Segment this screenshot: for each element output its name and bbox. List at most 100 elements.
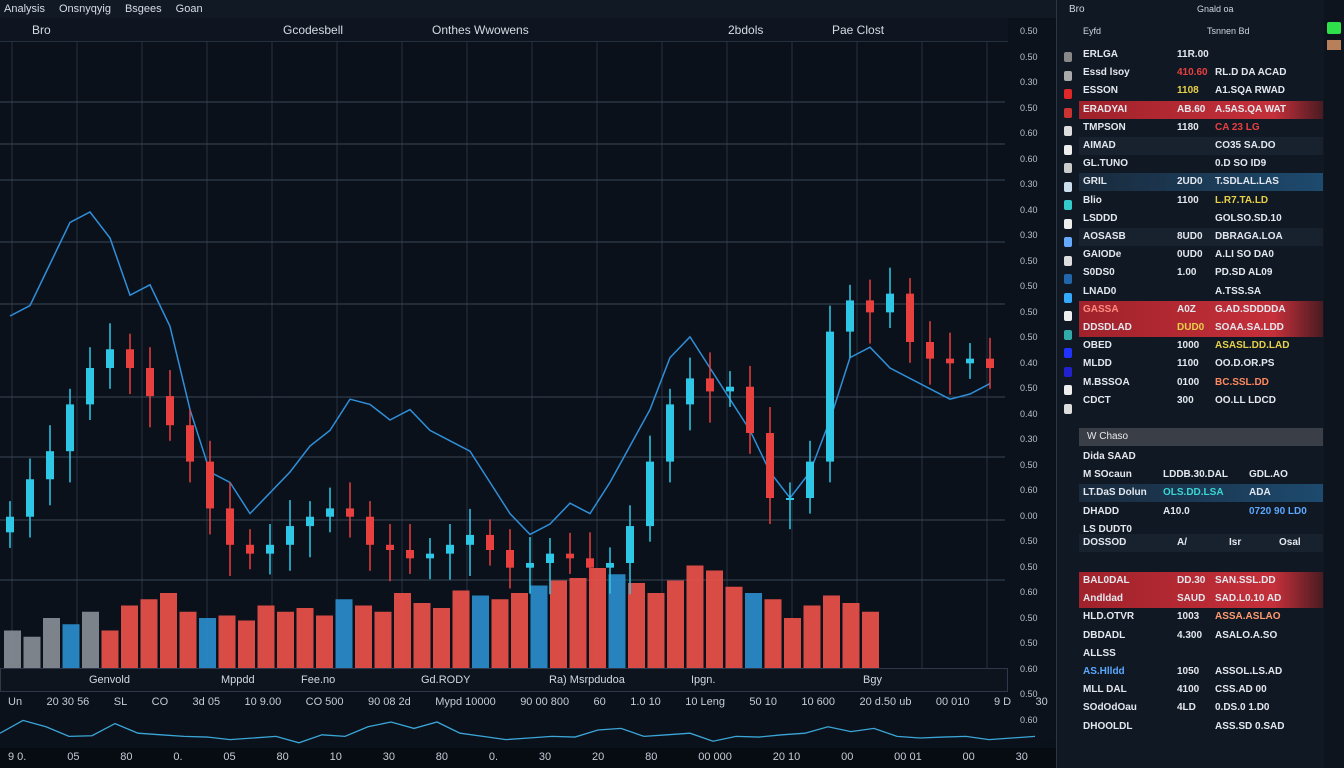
menu-item-2[interactable]: Onsnyqyig [58,3,111,15]
price-axis[interactable]: 0.50 0.50 0.30 0.50 0.60 0.60 0.30 0.40 0.30 0.50… [1010,20,1054,740]
oscillator-panel[interactable] [0,712,1040,748]
watchlist-row[interactable]: HLD.OTVR 1003 ASSA.ASLAO [1079,608,1323,626]
sidebar-tool-icon[interactable] [1064,311,1072,321]
watchlist-row[interactable]: TMPSON 1180 CA 23 LG [1079,119,1323,137]
watchlist-row[interactable]: M.BSSOA 0100 BC.SSL.DD [1079,374,1323,392]
watchlist-row[interactable]: ERADYAI AB.60 A.5AS.QA WAT [1079,100,1323,119]
legend-item[interactable]: Fee.no [301,674,336,686]
candle [506,529,514,589]
legend-item[interactable]: Bgy [863,674,882,686]
watchlist-row[interactable]: ESSON 1108 A1.SQA RWAD [1079,82,1323,100]
menu-item-3[interactable]: Bsgees [124,3,162,15]
sidebar-tool-icon[interactable] [1064,200,1072,210]
candle [786,482,794,530]
watchlist-row[interactable]: GAIODe 0UD0 A.LI SO DA0 [1079,246,1323,264]
menu-analysis[interactable]: Analysis [4,3,45,15]
legend-item[interactable]: Mppdd [221,674,255,686]
sidebar-tool-icon[interactable] [1064,52,1072,62]
sidebar-tool-icon[interactable] [1064,126,1072,136]
time-tick-label: 20 30 56 [46,696,90,708]
watchlist-row[interactable]: Blio 1100 L.R7.TA.LD [1079,192,1323,210]
sidebar-tool-icon[interactable] [1064,255,1072,266]
volume-bar [764,599,782,668]
candle-body [546,553,554,563]
sidebar-tool-icon[interactable] [1064,366,1072,377]
candlestick-chart[interactable] [0,42,1008,668]
sidebar-tool-icon[interactable] [1064,274,1072,284]
chart-type-label[interactable]: Gcodesbell [283,23,344,37]
watchlist-row[interactable]: Andldad SAUD SAD.L0.10 AD [1079,590,1323,609]
sidebar-tool-icon[interactable] [1064,70,1072,81]
toolbar-button[interactable]: DOSSOD [1083,537,1127,548]
symbol-change: RL.D DA ACAD [1215,67,1287,79]
symbol-change: ASSA.ASLAO [1215,611,1281,623]
sidebar-tool-icon[interactable] [1064,385,1072,395]
price-close-label[interactable]: Pae Clost [832,23,885,37]
symbol-label[interactable]: Bro [32,23,51,37]
watchlist-row[interactable]: ERLGA 11R.00 [1079,46,1323,64]
watchlist-row[interactable]: OBED 1000 ASASL.DD.LAD [1079,337,1323,355]
watchlist-row[interactable]: DDSDLAD DUD0 SOAA.SA.LDD [1079,319,1323,337]
watchlist-row[interactable]: M SOcaun LDDB.30.DAL GDL.AO [1079,466,1323,484]
menu-item-4[interactable]: Goan [175,3,203,15]
price-tick-label: 0.40 [1020,408,1038,419]
watchlist-row[interactable]: SOdOdOau 4LD 0.DS.0 1.D0 [1079,699,1323,717]
symbol-value: A10.0 [1163,505,1190,517]
sidebar-tool-icon[interactable] [1064,144,1072,155]
volume-bar [355,605,372,668]
volume-bar [277,611,294,668]
toolbar-button[interactable]: A/ [1177,537,1187,548]
legend-item[interactable]: Ra) Msrpdudoa [549,674,625,686]
watchlist-row[interactable]: MLL DAL 4100 CSS.AD 00 [1079,681,1323,699]
watchlist-row[interactable]: AIMAD CO35 SA.DO [1079,137,1323,155]
watchlist-row[interactable]: Dida SAAD [1079,448,1323,466]
sidebar-tool-icon[interactable] [1064,237,1072,247]
watchlist-row[interactable]: MLDD 1100 OO.D.OR.PS [1079,355,1323,373]
watchlist-row[interactable]: CDCT 300 OO.LL LDCD [1079,392,1323,410]
volume-bar [23,636,41,668]
sidebar-tool-icon[interactable] [1064,181,1072,192]
section-header[interactable]: W Chaso [1079,428,1323,446]
legend-item[interactable]: Genvold [89,674,130,686]
legend-item[interactable]: Gd.RODY [421,674,471,686]
watchlist-row[interactable]: LSDDD GOLSO.SD.10 [1079,210,1323,228]
candle-body [766,433,774,498]
watchlist-row[interactable]: GL.TUNO 0.D SO ID9 [1079,155,1323,173]
watchlist-row[interactable]: S0DS0 1.00 PD.SD AL09 [1079,264,1323,282]
watchlist-row[interactable]: AOSASB 8UD0 DBRAGA.LOA [1079,228,1323,246]
watchlist-row[interactable]: DHADD A10.0 0720 90 LD0 [1079,503,1323,521]
volume-bar [374,611,392,668]
watchlist-row[interactable]: LS DUDT0 [1079,521,1323,539]
candle [406,524,414,574]
sidebar-tool-icon[interactable] [1064,348,1072,358]
toolbar-button[interactable]: Osal [1279,537,1301,548]
time-tick-label: 00 010 [935,696,970,708]
legend-item[interactable]: Ipgn. [691,674,716,686]
sidebar-tool-icon[interactable] [1064,329,1072,340]
volume-bar [608,574,626,668]
bottom-label: 30 [382,751,395,763]
watchlist-row[interactable]: AS.Hlldd 1050 ASSOL.LS.AD [1079,663,1323,681]
sidebar-tool-icon[interactable] [1064,163,1072,173]
watchlist-row[interactable]: DHOOLDL ASS.SD 0.SAD [1079,718,1323,736]
sidebar-tool-icon[interactable] [1064,403,1072,414]
watchlist-row[interactable]: DBDADL 4.300 ASALO.A.SO [1079,627,1323,645]
watchlist-row[interactable]: LNAD0 A.TSS.SA [1079,283,1323,301]
watchlist-row[interactable]: BAL0DAL DD.30 SAN.SSL.DD [1079,572,1323,590]
interval-label[interactable]: 2bdols [728,23,764,37]
watchlist-row[interactable]: GRIL 2UD0 T.SDLAL.LAS [1079,173,1323,192]
symbol-name: ERLGA [1083,49,1118,60]
symbol-name: SOdOdOau [1083,702,1137,714]
watchlist-row[interactable]: Essd lsoy 410.60 RL.D DA ACAD [1079,64,1323,82]
top-menu-bar: Analysis Onsnyqyig Bsgees Goan [0,0,1056,18]
watchlist-row[interactable]: LT.DaS Dolun OLS.DD.LSA ADA [1079,484,1323,503]
watchlist-row[interactable]: ALLSS [1079,645,1323,663]
watchlist-row[interactable]: GASSA A0Z G.AD.SDDDDA [1079,300,1323,319]
candle-body [6,516,14,533]
sidebar-tool-icon[interactable] [1064,292,1072,303]
sidebar-tool-icon[interactable] [1064,107,1072,118]
sidebar-tool-icon[interactable] [1064,218,1072,229]
indicators-label[interactable]: Onthes Wwowens [432,23,529,37]
sidebar-tool-icon[interactable] [1064,89,1072,99]
toolbar-button[interactable]: Isr [1229,537,1242,548]
